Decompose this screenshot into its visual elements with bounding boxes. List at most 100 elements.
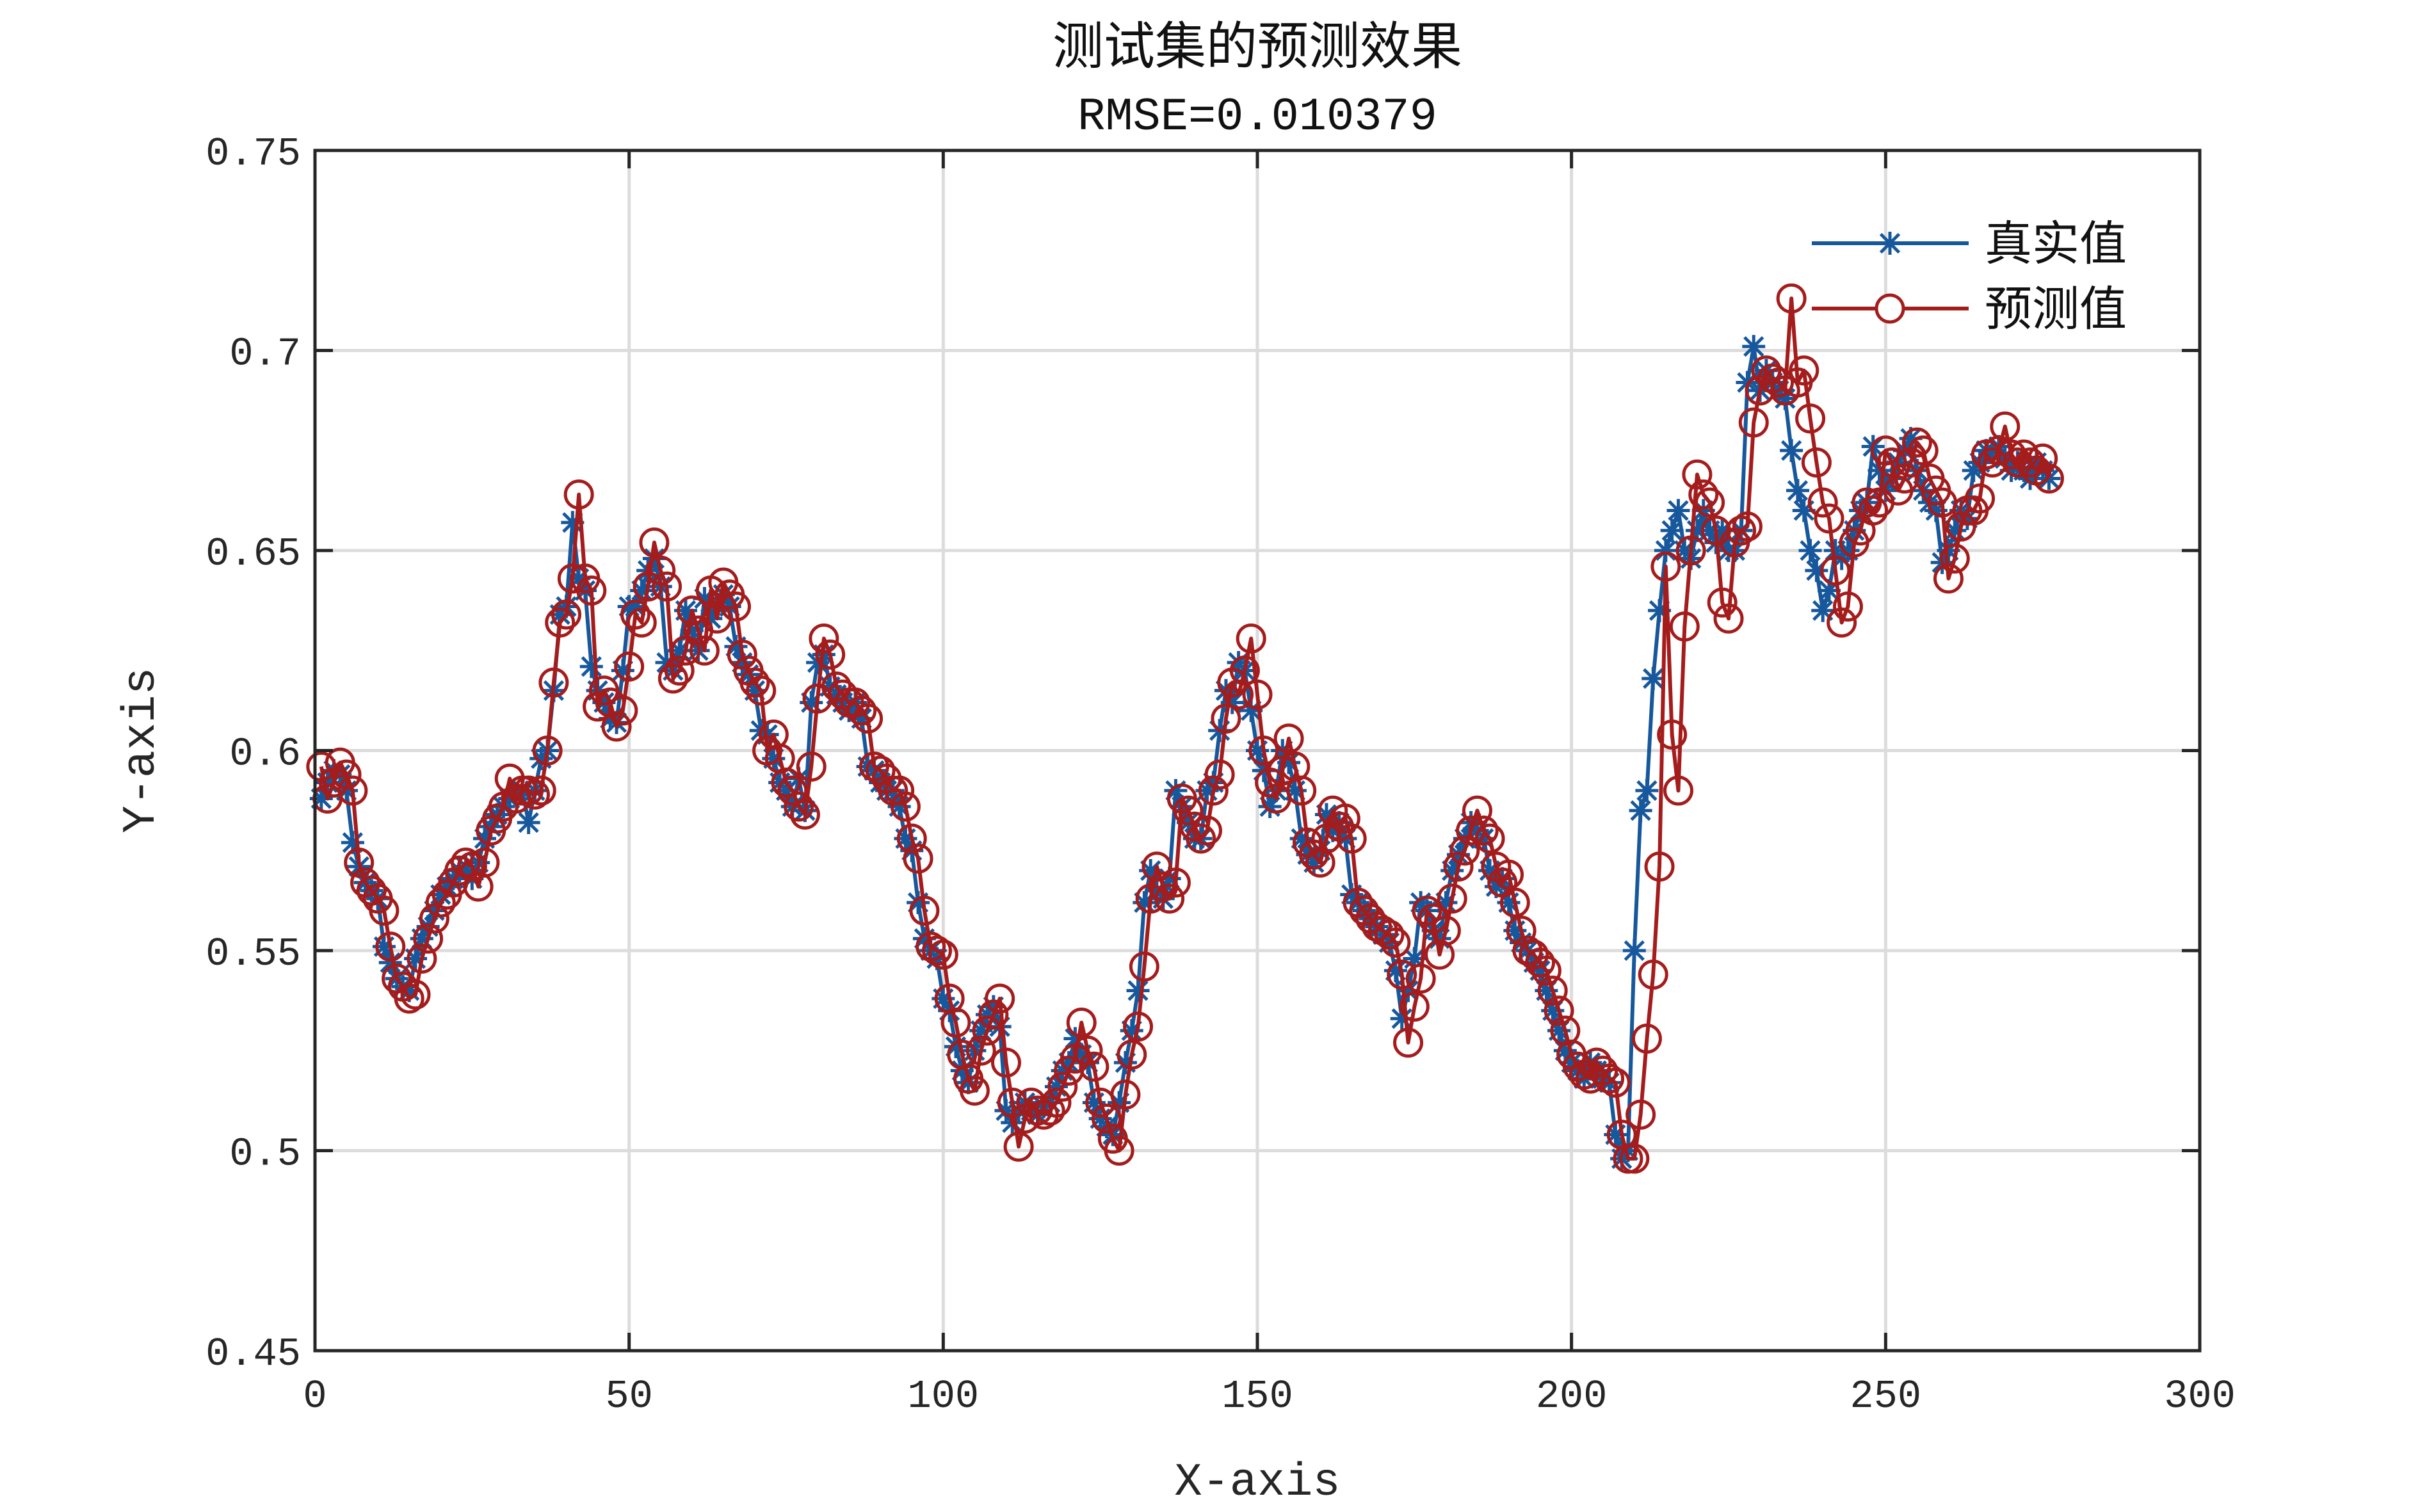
data-point-circle [1022,1095,1053,1126]
data-point-circle [940,1008,971,1038]
data-point-circle [1399,992,1430,1022]
data-point-circle [1474,823,1505,854]
asterisk-stroke [1775,388,1796,409]
data-point-asterisk [1635,779,1659,802]
data-point-circle [1041,1088,1072,1118]
data-point-circle [1688,479,1719,510]
data-point-circle [1726,515,1757,546]
data-point-circle [419,903,449,934]
legend-item: 预测值 [1812,282,2127,337]
data-point-circle [1738,407,1769,438]
data-point-circle [1374,919,1405,950]
data-point-asterisk [1811,599,1835,622]
x-tick-label: 0 [303,1374,327,1419]
legend-item: 真实值 [1812,216,2127,271]
asterisk-stroke [518,812,539,833]
data-point-circle [1412,896,1442,926]
data-point-circle [337,775,368,806]
data-point-circle [1901,427,1932,458]
data-point-asterisk [1660,519,1684,542]
x-tick-label: 100 [908,1374,980,1419]
data-point-circle [639,527,670,558]
data-point-asterisk [1629,799,1652,823]
data-point-circle [626,607,657,638]
data-point-circle [2028,443,2058,474]
data-point-circle [1789,355,1819,386]
data-point-circle [1631,1024,1662,1054]
data-point-circle [928,939,958,970]
data-point-circle [1827,607,1857,638]
data-point-circle [400,979,431,1010]
y-tick-label: 0.7 [229,332,301,377]
data-point-asterisk [1622,939,1646,962]
data-point-circle [1468,816,1499,846]
data-point-circle [1437,883,1467,914]
data-point-circle [375,931,406,962]
data-point-circle [664,655,695,686]
y-tick-label: 0.75 [206,131,301,177]
data-point-circle [1211,704,1241,734]
data-point-circle [1801,447,1832,478]
data-point-circle [727,639,757,670]
data-point-circle [1191,816,1222,846]
data-point-circle [1851,487,1882,518]
x-tick-label: 150 [1222,1374,1293,1419]
asterisk-stroke [1780,440,1802,461]
chart-subtitle: RMSE=0.010379 [1077,91,1437,143]
series-predicted [306,283,2064,1174]
series-layer [306,283,2064,1174]
data-point-circle [1858,495,1889,526]
data-point-circle [809,623,839,654]
data-point-circle [1242,679,1273,710]
data-point-circle [1594,1063,1625,1094]
data-point-circle [896,823,927,854]
data-point-circle [1035,1095,1065,1126]
data-point-circle [1047,1072,1078,1102]
data-point-circle [1462,795,1492,826]
y-tick-label: 0.45 [206,1331,301,1377]
asterisk-stroke [1668,500,1689,521]
data-point-circle [1644,851,1675,882]
data-point-circle [1939,543,1970,574]
data-point-circle [456,851,487,882]
data-point-circle [853,704,883,734]
data-point-circle [1091,1104,1122,1134]
data-point-circle [1430,915,1461,946]
data-point-circle [1267,755,1298,786]
data-point-circle [1443,851,1474,882]
data-point-circle [1965,483,1996,514]
data-point-circle [990,1047,1021,1078]
data-point-circle [1537,976,1568,1006]
data-point-asterisk [1126,979,1150,1002]
data-point-circle [890,791,921,822]
data-point-circle [369,896,399,926]
data-point-circle [1908,435,1939,466]
data-point-circle [1449,835,1480,866]
data-point-circle [2033,463,2064,494]
data-point-circle [1695,487,1725,518]
chart-title: 测试集的预测效果 [1053,17,1462,76]
asterisk-stroke [1316,804,1337,825]
asterisk-stroke [1661,520,1682,541]
data-point-circle [1776,283,1807,314]
data-point-circle [1186,823,1216,854]
data-point-circle [1236,623,1266,654]
data-point-circle [608,695,638,726]
asterisk-stroke [1391,1008,1412,1029]
y-tick-label: 0.5 [229,1132,301,1177]
data-point-circle [551,599,582,630]
data-point-circle [1204,759,1235,790]
legend-label: 真实值 [1985,216,2127,271]
data-point-circle [1286,775,1317,806]
asterisk-stroke [581,656,602,677]
data-point-circle [645,555,676,586]
data-point-circle [1198,775,1229,806]
legend-circle-marker [1875,293,1905,324]
data-point-circle [777,775,808,806]
data-point-circle [1713,603,1744,634]
data-point-circle [407,944,437,974]
data-point-circle [1795,403,1826,434]
data-point-circle [1531,955,1561,986]
y-tick-label: 0.6 [229,732,301,777]
